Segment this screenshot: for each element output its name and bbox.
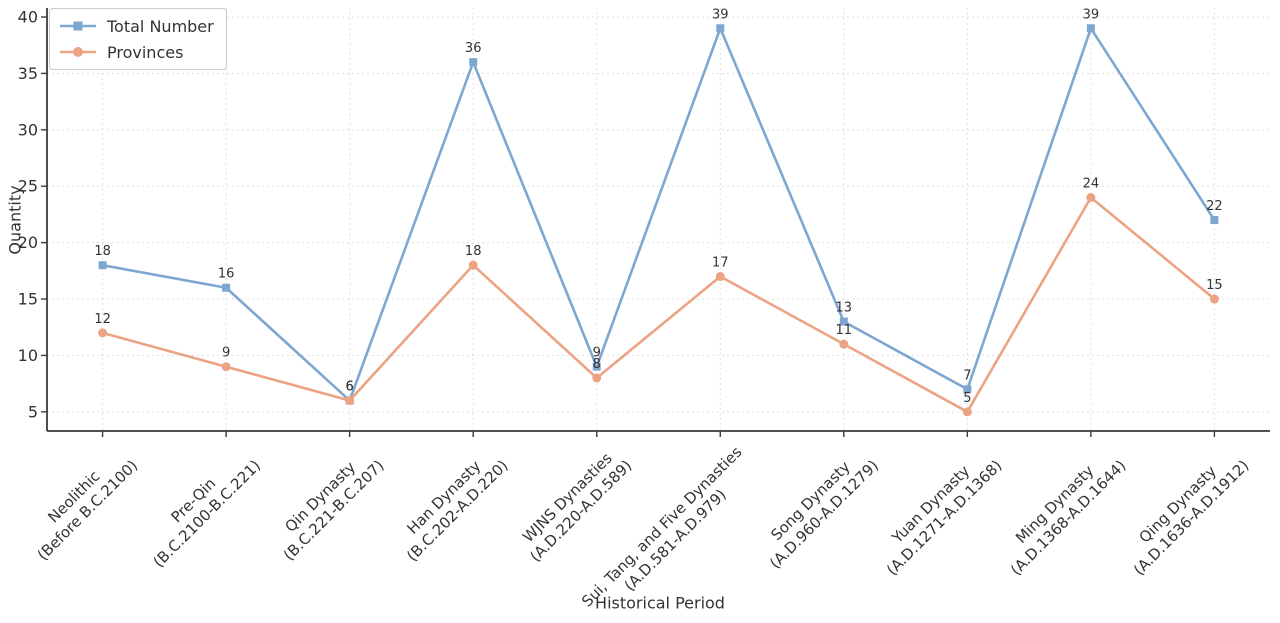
legend-item-total-number: Total Number — [58, 15, 214, 37]
data-point-marker — [592, 373, 602, 383]
data-point-label: 6 — [346, 380, 354, 395]
data-point-label: 22 — [1206, 199, 1223, 214]
series-line-total-number — [101, 27, 1216, 402]
data-point-label: 13 — [836, 301, 853, 316]
data-point-label: 15 — [1206, 278, 1223, 293]
y-tick-label: 35 — [18, 64, 38, 83]
legend-square-marker-icon — [60, 21, 96, 31]
data-point-label: 7 — [963, 368, 971, 383]
data-point-marker — [962, 407, 972, 417]
data-point-marker — [592, 362, 601, 371]
legend-item-provinces: Provinces — [58, 41, 214, 63]
data-point-label: 17 — [712, 255, 729, 270]
data-point-label: 11 — [836, 323, 853, 338]
data-point-label: 12 — [94, 312, 111, 327]
data-point-label: 6 — [346, 380, 354, 395]
data-point-marker — [1210, 216, 1219, 225]
data-point-marker — [963, 385, 972, 394]
data-point-marker — [839, 339, 849, 349]
data-point-label: 18 — [94, 244, 111, 259]
y-tick-label: 25 — [18, 177, 38, 196]
data-point-label: 9 — [222, 346, 230, 361]
data-point-label: 39 — [1083, 7, 1100, 22]
data-point-marker — [1209, 294, 1219, 304]
legend-label: Provinces — [107, 42, 184, 62]
data-point-label: 16 — [218, 267, 235, 282]
y-tick-label: 30 — [18, 120, 38, 139]
data-point-marker — [839, 317, 848, 326]
data-point-label: 18 — [465, 244, 482, 259]
data-point-label: 24 — [1083, 177, 1100, 192]
data-point-label: 5 — [963, 391, 971, 406]
x-axis-title: Historical Period — [595, 593, 725, 613]
data-point-label: 36 — [465, 41, 482, 56]
data-point-marker — [221, 362, 231, 372]
legend-circle-marker-icon — [60, 47, 96, 57]
data-point-marker — [1086, 24, 1095, 33]
data-point-marker — [715, 271, 725, 281]
data-point-marker — [1086, 193, 1096, 203]
legend: Total Number Provinces — [49, 8, 227, 70]
y-tick-label: 15 — [18, 290, 38, 309]
data-point-marker — [469, 58, 478, 67]
data-point-marker — [345, 396, 355, 406]
data-point-marker — [98, 328, 108, 338]
y-axis-title: Quantity — [5, 184, 25, 255]
y-tick-label: 40 — [18, 8, 38, 27]
data-point-label: 39 — [712, 7, 729, 22]
y-tick-label: 10 — [18, 346, 38, 365]
data-point-marker — [222, 283, 231, 292]
series-line-provinces — [101, 196, 1216, 414]
data-point-label: 9 — [593, 346, 601, 361]
legend-label: Total Number — [107, 16, 214, 36]
y-tick-label: 20 — [18, 233, 38, 252]
y-tick-label: 5 — [28, 402, 38, 421]
data-point-label: 8 — [593, 357, 601, 372]
data-point-marker — [468, 260, 478, 270]
data-point-marker — [98, 261, 107, 270]
data-point-marker — [716, 24, 725, 33]
